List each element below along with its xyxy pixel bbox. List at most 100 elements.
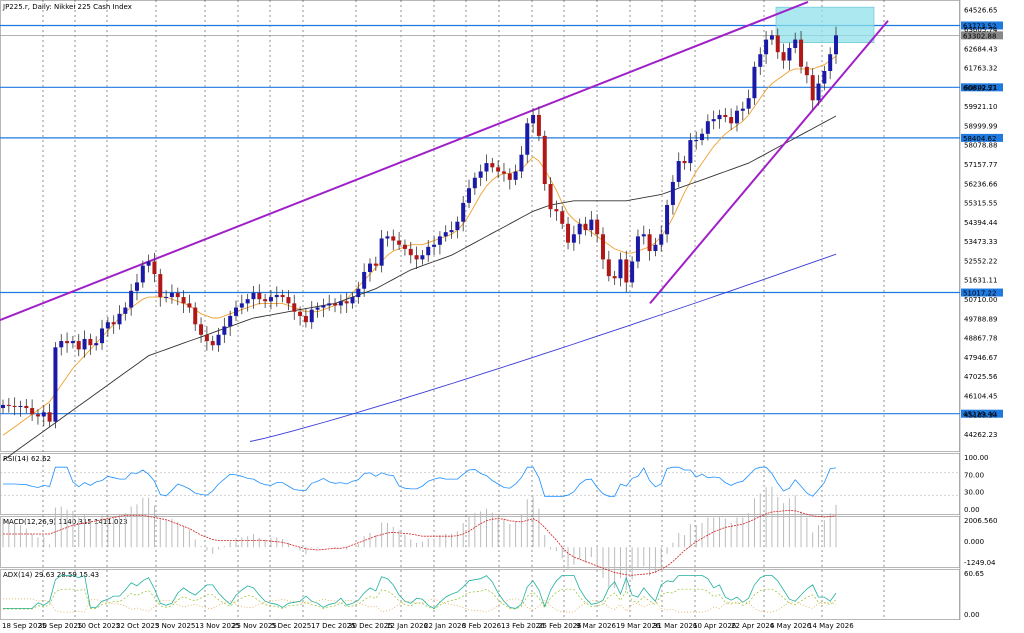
candle-body: [700, 133, 705, 141]
candle-body: [344, 301, 349, 304]
candle-body: [828, 54, 833, 71]
indicator-label: ADX(14) 29.63 28.59 15.43: [3, 571, 99, 579]
panel-frame-3: [0, 569, 960, 620]
candle-body: [641, 234, 646, 237]
candle-body: [129, 290, 134, 308]
di-minus-line: [3, 598, 837, 613]
candle-body: [59, 341, 64, 348]
candle-body: [303, 315, 308, 323]
candle-body: [134, 282, 139, 291]
candle-body: [764, 39, 769, 55]
price-tick-label: 58999.99: [964, 122, 997, 130]
date-tick-label: 5 Dec 2025: [271, 622, 311, 630]
indicator-label: RSI(14) 62.62: [3, 455, 51, 463]
candle-body: [781, 52, 786, 61]
indicator-tick-label: 0.00: [964, 611, 980, 619]
candle-body: [18, 405, 23, 407]
date-tick-label: 30 Dec 2025: [348, 622, 393, 630]
panel-frame-1: [0, 453, 960, 515]
candle-body: [577, 223, 582, 235]
candle-body: [437, 236, 442, 245]
price-tick-label: 46104.45: [964, 392, 997, 400]
candle-body: [734, 110, 739, 124]
channel-lower-line: [649, 20, 889, 305]
candle-body: [76, 341, 81, 350]
price-tick-label: 57157.77: [964, 161, 997, 169]
candle-body: [216, 334, 221, 346]
price-tick-label: 59921.10: [964, 103, 997, 111]
candle-body: [367, 263, 372, 272]
candle-body: [560, 211, 565, 224]
candle-body: [333, 303, 338, 306]
candle-body: [268, 297, 273, 302]
candle-body: [263, 299, 268, 302]
date-tick-label: 31 Mar 2026: [653, 622, 698, 630]
price-tick-label: 45183.34: [964, 412, 998, 420]
date-tick-label: 13 Nov 2025: [195, 622, 240, 630]
candle-body: [525, 123, 530, 155]
level-price-label: 63773.52: [963, 22, 996, 30]
candle-body: [769, 35, 774, 40]
price-tick-label: 53473.33: [964, 238, 997, 246]
candle-body: [402, 244, 407, 249]
indicator-tick-label: -1249.04: [964, 559, 996, 567]
candle-body: [717, 114, 722, 120]
price-tick-label: 50710.00: [964, 296, 997, 304]
date-tick-label: 19 Mar 2026: [616, 622, 661, 630]
candle-body: [595, 219, 600, 235]
candle-body: [793, 39, 798, 48]
candle-body: [187, 303, 192, 308]
date-tick-label: 30 Sep 2025: [38, 622, 82, 630]
date-tick-label: 3 Nov 2025: [155, 622, 195, 630]
price-tick-label: 55315.55: [964, 200, 997, 208]
candle-body: [583, 223, 588, 231]
panel-frame-0: [0, 0, 960, 452]
date-tick-label: 10 Apr 2026: [693, 622, 737, 630]
chart-title: JP225.r, Daily: Nikkei 225 Cash Index: [2, 3, 132, 11]
candle-body: [496, 167, 501, 172]
candle-body: [111, 322, 116, 325]
candle-body: [315, 307, 320, 310]
candle-body: [519, 154, 524, 172]
price-tick-label: 61763.32: [964, 65, 997, 73]
candle-body: [88, 338, 93, 346]
level-price-tag: [961, 409, 1003, 418]
candle-body: [624, 259, 629, 283]
candle-body: [705, 121, 710, 134]
candle-body: [804, 66, 809, 76]
candle-body: [688, 140, 693, 164]
indicator-tick-label: 100.00: [964, 454, 989, 462]
price-tick-label: 54394.44: [964, 219, 998, 227]
candle-body: [70, 341, 75, 344]
candle-body: [548, 184, 553, 210]
candle-body: [676, 161, 681, 182]
candle-body: [606, 259, 611, 277]
candle-body: [589, 219, 594, 231]
rsi-line: [3, 466, 837, 497]
ma-slow-line: [2, 115, 837, 461]
date-tick-label: 18 Sep 2025: [2, 622, 46, 630]
candle-body: [816, 83, 821, 101]
candle-body: [100, 328, 105, 344]
date-tick-label: 3 Feb 2026: [462, 622, 502, 630]
price-tick-label: 60842.21: [964, 84, 997, 92]
candle-body: [1, 404, 5, 409]
resistance-zone: [775, 6, 875, 44]
candle-body: [554, 209, 559, 212]
macd-signal-line: [3, 509, 837, 576]
candle-body: [612, 276, 617, 279]
candle-body: [670, 181, 675, 205]
candle-body: [35, 414, 40, 417]
date-tick-label: 22 Apr 2026: [731, 622, 775, 630]
candle-body: [175, 292, 180, 298]
candle-body: [484, 163, 489, 172]
candle-body: [799, 39, 804, 67]
candle-body: [653, 244, 658, 252]
level-price-label: 51017.22: [963, 290, 996, 298]
candle-body: [239, 303, 244, 308]
candle-body: [461, 202, 466, 222]
candle-body: [53, 347, 58, 422]
level-price-tag: [961, 288, 1003, 297]
price-tick-label: 47025.56: [964, 373, 998, 381]
